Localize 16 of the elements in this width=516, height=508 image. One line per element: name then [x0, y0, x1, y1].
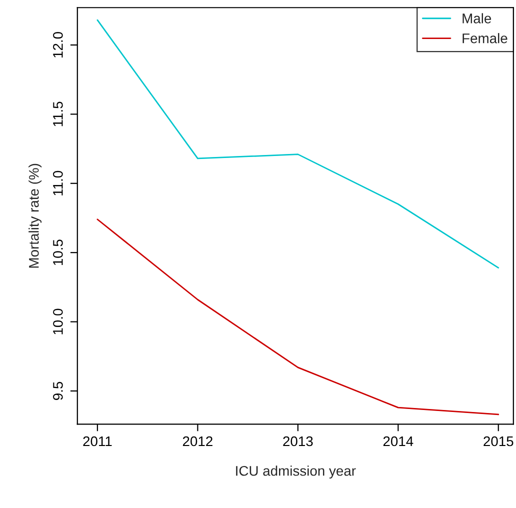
x-tick-label: 2015 — [484, 436, 514, 446]
y-tick-label: 10.0 — [53, 308, 63, 334]
y-tick-label: 11.5 — [53, 102, 63, 126]
y-tick-label: 10.5 — [53, 240, 63, 266]
legend-label: Male — [462, 13, 492, 24]
y-tick-label: 9.5 — [53, 382, 63, 400]
x-tick-label: 2013 — [283, 436, 313, 446]
legend-label: Female — [462, 33, 508, 44]
y-tick-label: 12.0 — [53, 32, 63, 58]
x-tick-label: 2012 — [182, 436, 212, 446]
y-axis-title: Mortality rate (%) — [28, 164, 42, 268]
x-tick-label: 2011 — [83, 436, 112, 446]
line-series — [96, 218, 500, 416]
x-tick-label: 2014 — [383, 436, 414, 446]
x-axis-title: ICU admission year — [236, 466, 356, 479]
y-tick-label: 11.0 — [53, 170, 63, 196]
